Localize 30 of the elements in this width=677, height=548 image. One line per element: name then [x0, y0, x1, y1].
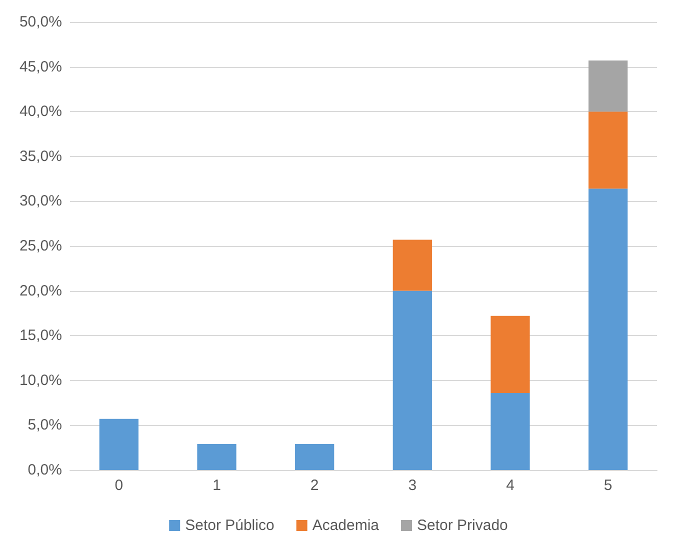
y-tick-label: 10,0%: [19, 372, 62, 389]
bar: [392, 290, 432, 470]
legend-label: Setor Público: [185, 517, 274, 534]
x-tick-label: 1: [212, 477, 221, 494]
y-tick-label: 50,0%: [19, 14, 62, 30]
bar: [392, 240, 432, 291]
bar: [588, 112, 628, 189]
bar: [490, 392, 530, 470]
y-tick-label: 40,0%: [19, 103, 62, 120]
legend-label: Setor Privado: [417, 517, 508, 534]
x-tick-label: 4: [506, 477, 514, 494]
x-tick-label: 3: [408, 477, 417, 494]
bar: [295, 444, 334, 470]
y-tick-label: 15,0%: [19, 327, 62, 344]
bar: [490, 316, 530, 393]
x-tick-label: 0: [114, 477, 124, 494]
bar: [588, 188, 628, 470]
y-tick-label: 45,0%: [19, 58, 62, 76]
y-tick-label: 25,0%: [19, 238, 62, 254]
y-tick-label: 20,0%: [19, 282, 62, 300]
x-tick-label: 5: [604, 477, 612, 494]
y-tick-label: 35,0%: [19, 148, 62, 165]
bar: [588, 60, 628, 112]
y-tick-label: 30,0%: [19, 192, 62, 210]
bar: [99, 418, 138, 470]
bar: [197, 444, 236, 470]
legend-label: Academia: [312, 517, 380, 534]
y-tick-label: 5,0%: [28, 416, 62, 434]
x-tick-label: 2: [310, 477, 319, 494]
y-tick-label: 0,0%: [28, 462, 62, 478]
